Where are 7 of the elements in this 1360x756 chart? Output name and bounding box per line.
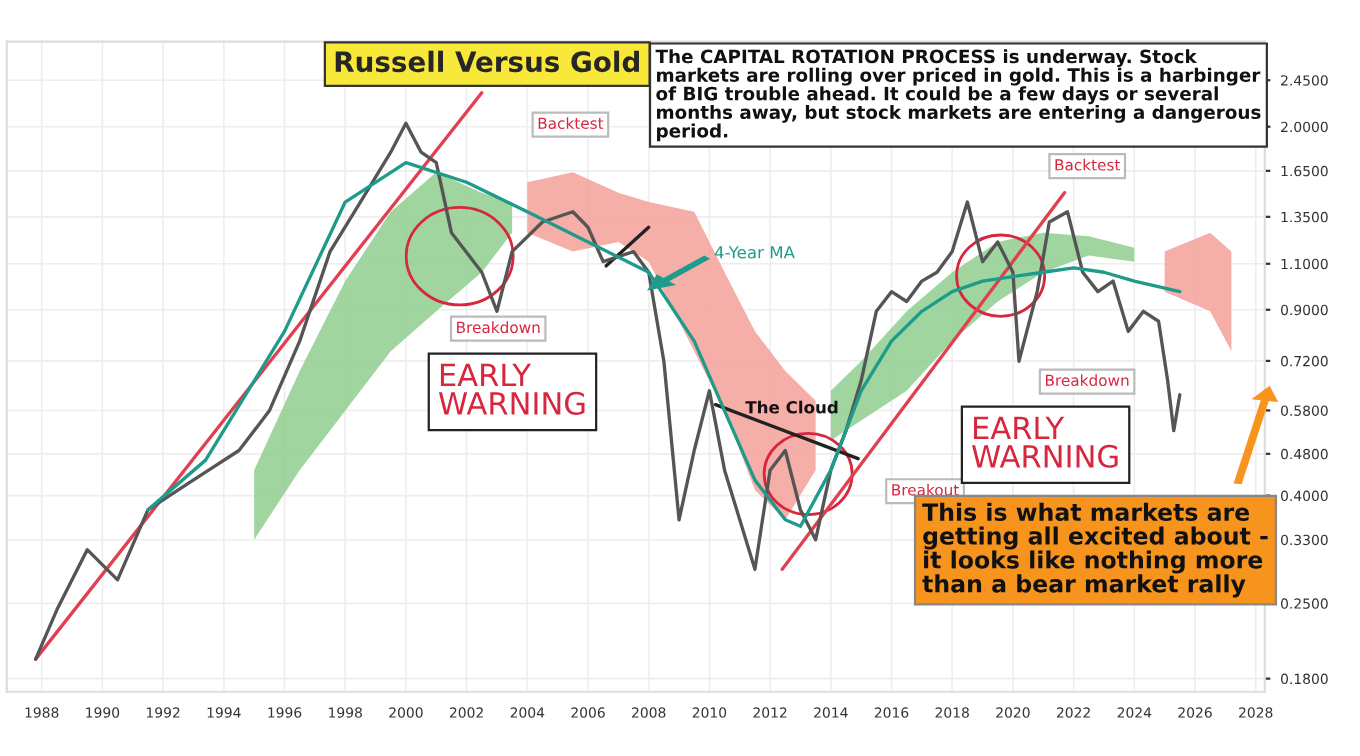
annotation: EARLY WARNING [972,416,1118,468]
chart-title: Russell Versus Gold [335,50,639,73]
annotation: EARLY WARNING [438,363,585,415]
annotation: The CAPITAL ROTATION PROCESS is underway. Stock markets are rolling over priced in gold. This is a harbinger of BIG trouble ahead. It could be a few days or several months away, but stock markets are entering a dangerous period. [655,49,1261,142]
annotation: This is what markets are getting all excited about - it looks like nothing more than a bear market rally [922,502,1268,598]
annotation: 4-Year MA [714,246,795,259]
annotation: The Cloud [745,400,838,414]
